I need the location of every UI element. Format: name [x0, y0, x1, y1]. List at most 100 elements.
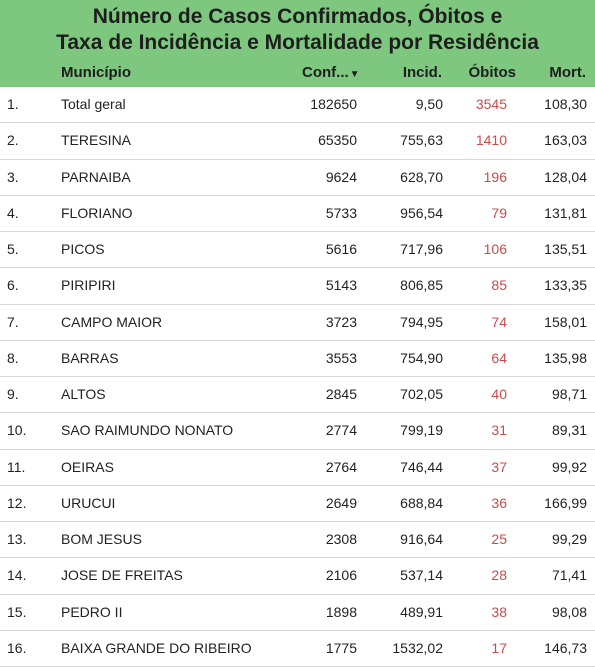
column-header-mortalidade[interactable]: Mort. — [549, 64, 586, 81]
row-index: 4. — [7, 204, 19, 221]
cell-incidencia: 628,70 — [400, 168, 443, 185]
cell-municipio: BARRAS — [61, 349, 119, 366]
cell-obitos: 38 — [491, 603, 507, 620]
table-row[interactable]: 12. URUCUI 2649 688,84 36 166,99 — [0, 486, 595, 522]
table-row[interactable]: 9. ALTOS 2845 702,05 40 98,71 — [0, 377, 595, 414]
column-header-municipio[interactable]: Município — [61, 64, 131, 81]
cell-mortalidade: 98,71 — [551, 386, 587, 402]
cell-confirmados: 182650 — [310, 96, 357, 112]
cell-confirmados: 5733 — [325, 204, 357, 221]
sort-desc-icon[interactable]: ▼ — [349, 69, 360, 80]
table-row[interactable]: 7. CAMPO MAIOR 3723 794,95 74 158,01 — [0, 305, 595, 341]
cell-mortalidade: 166,99 — [544, 494, 587, 511]
cell-municipio: PIRIPIRI — [61, 277, 116, 294]
page-title: Número de Casos Confirmados, Óbitos e Ta… — [0, 0, 595, 56]
table-row[interactable]: 13. BOM JESUS 2308 916,64 25 99,29 — [0, 522, 595, 559]
table-row[interactable]: 5. PICOS 5616 717,96 106 135,51 — [0, 232, 595, 269]
table-row[interactable]: 14. JOSE DE FREITAS 2106 537,14 28 71,41 — [0, 558, 595, 595]
cell-incidencia: 755,63 — [400, 132, 443, 149]
row-index: 9. — [7, 386, 19, 402]
cell-confirmados: 1898 — [325, 603, 357, 620]
cell-mortalidade: 71,41 — [551, 567, 587, 584]
cell-municipio: PEDRO II — [61, 603, 123, 620]
cell-municipio: PARNAIBA — [61, 168, 131, 185]
cell-municipio: TERESINA — [61, 132, 132, 149]
cell-confirmados: 2774 — [325, 422, 357, 439]
column-headers: Município Conf...▼ Incid. Óbitos Mort. — [0, 61, 595, 85]
cell-municipio: BOM JESUS — [61, 531, 142, 547]
cell-confirmados: 5143 — [325, 277, 357, 294]
cell-obitos: 196 — [483, 168, 507, 185]
table-row[interactable]: 16. BAIXA GRANDE DO RIBEIRO 1775 1532,02 17 1… — [0, 631, 595, 667]
cell-municipio: PICOS — [61, 241, 105, 257]
column-header-obitos[interactable]: Óbitos — [468, 64, 517, 81]
cell-confirmados: 2308 — [325, 531, 357, 547]
cell-incidencia: 537,14 — [400, 567, 443, 584]
cell-confirmados: 3723 — [325, 313, 357, 330]
cell-mortalidade: 128,04 — [544, 168, 587, 185]
cell-obitos: 3545 — [475, 96, 507, 112]
column-header-incidencia[interactable]: Incid. — [402, 64, 442, 81]
table-header: Número de Casos Confirmados, Óbitos e Ta… — [0, 0, 595, 87]
cell-mortalidade: 163,03 — [544, 132, 587, 149]
row-index: 10. — [7, 422, 27, 439]
cell-municipio: ALTOS — [61, 386, 106, 402]
row-index: 6. — [7, 277, 19, 294]
cell-obitos: 74 — [491, 313, 507, 330]
cell-obitos: 64 — [491, 349, 507, 366]
cell-obitos: 40 — [491, 386, 507, 402]
cell-municipio: CAMPO MAIOR — [61, 313, 163, 330]
cell-obitos: 25 — [491, 531, 507, 547]
cell-incidencia: 794,95 — [400, 313, 443, 330]
cell-obitos: 1410 — [475, 132, 507, 149]
cell-mortalidade: 131,81 — [544, 204, 587, 221]
row-index: 8. — [7, 349, 19, 366]
table-row[interactable]: 6. PIRIPIRI 5143 806,85 85 133,35 — [0, 268, 595, 305]
cell-incidencia: 754,90 — [400, 349, 443, 366]
table-row[interactable]: 15. PEDRO II 1898 489,91 38 98,08 — [0, 595, 595, 631]
table-row[interactable]: 1. Total geral 182650 9,50 3545 108,30 — [0, 87, 595, 124]
cell-incidencia: 799,19 — [400, 422, 443, 439]
cell-municipio: FLORIANO — [61, 204, 133, 221]
cell-municipio: SAO RAIMUNDO NONATO — [61, 422, 234, 439]
row-index: 5. — [7, 241, 19, 257]
table-row[interactable]: 4. FLORIANO 5733 956,54 79 131,81 — [0, 196, 595, 232]
cell-mortalidade: 89,31 — [551, 422, 587, 439]
row-index: 13. — [7, 531, 27, 547]
cell-obitos: 31 — [491, 422, 507, 439]
cell-mortalidade: 99,29 — [551, 531, 587, 547]
cell-mortalidade: 108,30 — [544, 96, 587, 112]
cell-municipio: Total geral — [61, 96, 126, 112]
table-row[interactable]: 10. SAO RAIMUNDO NONATO 2774 799,19 31 89,31 — [0, 413, 595, 450]
title-line-2: Taxa de Incidência e Mortalidade por Res… — [56, 31, 539, 54]
cell-obitos: 106 — [483, 241, 507, 257]
cell-incidencia: 1532,02 — [392, 639, 443, 656]
cell-confirmados: 1775 — [325, 639, 357, 656]
row-index: 12. — [7, 494, 27, 511]
row-index: 7. — [7, 313, 19, 330]
cell-obitos: 37 — [491, 458, 507, 475]
cell-obitos: 17 — [491, 639, 507, 656]
cell-incidencia: 956,54 — [400, 204, 443, 221]
cell-confirmados: 2649 — [325, 494, 357, 511]
cell-incidencia: 806,85 — [400, 277, 443, 294]
table-row[interactable]: 3. PARNAIBA 9624 628,70 196 128,04 — [0, 160, 595, 196]
cell-mortalidade: 98,08 — [551, 603, 587, 620]
cell-incidencia: 688,84 — [400, 494, 443, 511]
row-index: 2. — [7, 132, 19, 149]
row-index: 14. — [7, 567, 27, 584]
cell-mortalidade: 135,98 — [544, 349, 587, 366]
cell-municipio: JOSE DE FREITAS — [61, 567, 183, 584]
table-row[interactable]: 2. TERESINA 65350 755,63 1410 163,03 — [0, 123, 595, 160]
cell-confirmados: 2845 — [325, 386, 357, 402]
cell-municipio: URUCUI — [61, 494, 116, 511]
title-line-1: Número de Casos Confirmados, Óbitos e — [92, 5, 503, 28]
cell-incidencia: 489,91 — [400, 603, 443, 620]
column-header-confirmados[interactable]: Conf...▼ — [302, 64, 360, 81]
column-header-confirmados-label: Conf... — [302, 64, 349, 81]
cell-incidencia: 916,64 — [400, 531, 443, 547]
table-row[interactable]: 11. OEIRAS 2764 746,44 37 99,92 — [0, 450, 595, 486]
table-row[interactable]: 8. BARRAS 3553 754,90 64 135,98 — [0, 341, 595, 377]
cell-incidencia: 717,96 — [400, 241, 443, 257]
cell-incidencia: 9,50 — [415, 96, 443, 112]
